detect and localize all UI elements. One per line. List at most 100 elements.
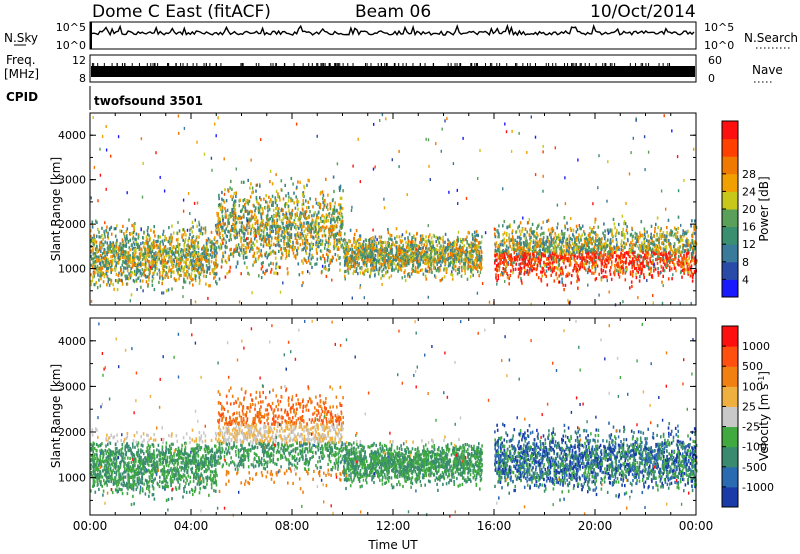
echo-cell [509,257,511,261]
echo-cell [327,254,329,258]
echo-cell [297,246,299,250]
echo-cell [290,197,292,201]
echo-cell [220,265,223,269]
echo-cell [425,277,428,281]
echo-cell [173,251,175,255]
echo-cell [642,259,644,264]
echo-cell [209,271,211,276]
echo-cell [172,270,175,274]
echo-cell [356,257,358,261]
echo-cell [307,224,309,228]
echo-cell [378,266,381,270]
echo-cell [146,243,149,247]
echo-cell [505,244,508,248]
echo-cell [150,242,153,246]
echo-cell [433,274,436,278]
echo-cell [191,261,193,265]
echo-cell [177,241,179,245]
echo-cell [149,245,151,249]
echo-cell [271,215,273,219]
echo-cell [476,239,478,243]
echo-cell [439,279,442,283]
echo-cell [332,218,334,222]
echo-cell [188,236,190,240]
echo-cell [115,250,118,254]
echo-cell [434,248,436,252]
echo-cell [382,258,385,262]
echo-cell [418,254,421,258]
echo-cell [107,277,110,281]
echo-cell [355,267,358,271]
echo-cell [318,225,320,229]
echo-cell [663,238,666,242]
echo-cell [195,261,198,265]
echo-cell [278,217,281,221]
echo-cell [177,250,179,254]
echo-cell [151,275,154,279]
echo-cell [276,272,279,276]
echo-cell [347,251,349,255]
echo-cell [277,192,279,196]
echo-cell [352,252,354,256]
echo-cell [167,288,170,292]
echo-cell [441,248,444,253]
echo-cell [213,263,216,267]
echo-cell [314,197,317,201]
echo-cell [180,259,183,264]
echo-cell [221,238,223,242]
echo-cell [339,209,342,213]
echo-cell [265,243,268,247]
echo-cell [475,258,477,262]
echo-cell [99,235,102,239]
echo-cell [295,195,297,199]
echo-cell [583,242,586,246]
echo-cell [196,258,199,262]
echo-cell [420,255,422,259]
echo-cell [312,227,314,231]
echo-cell [345,260,348,264]
echo-cell [276,221,278,225]
echo-cell [639,274,641,279]
echo-cell [155,262,158,266]
echo-cell [508,233,511,237]
echo-cell [369,255,372,259]
echo-cell [149,236,151,240]
echo-cell [234,225,237,229]
echo-cell [412,240,414,244]
echo-cell [338,186,341,190]
echo-cell [359,271,362,275]
echo-cell [480,254,483,258]
echo-cell [232,222,234,226]
echo-cell [153,241,155,246]
echo-cell [118,278,120,282]
echo-cell [507,246,510,250]
echo-cell [467,264,469,268]
echo-cell [239,216,241,220]
echo-cell [185,272,187,276]
echo-cell [272,208,275,212]
echo-cell [170,268,173,272]
echo-cell [371,239,373,244]
echo-cell [205,238,208,242]
echo-cell [114,247,117,251]
echo-cell [448,261,450,265]
echo-cell [147,249,149,253]
echo-cell [247,178,249,182]
echo-cell [122,241,125,245]
echo-cell [126,276,128,280]
echo-cell [381,274,384,278]
echo-cell [234,249,237,253]
echo-cell [240,216,242,220]
echo-cell [128,218,130,222]
echo-cell [225,215,227,219]
echo-cell [240,246,243,250]
echo-cell [323,205,325,209]
echo-cell [271,222,274,226]
echo-cell [169,242,171,246]
echo-cell [415,244,418,248]
echo-cell [413,234,415,238]
echo-cell [216,211,218,215]
echo-cell [114,241,117,245]
echo-cell [645,251,648,255]
echo-cell [133,226,136,230]
